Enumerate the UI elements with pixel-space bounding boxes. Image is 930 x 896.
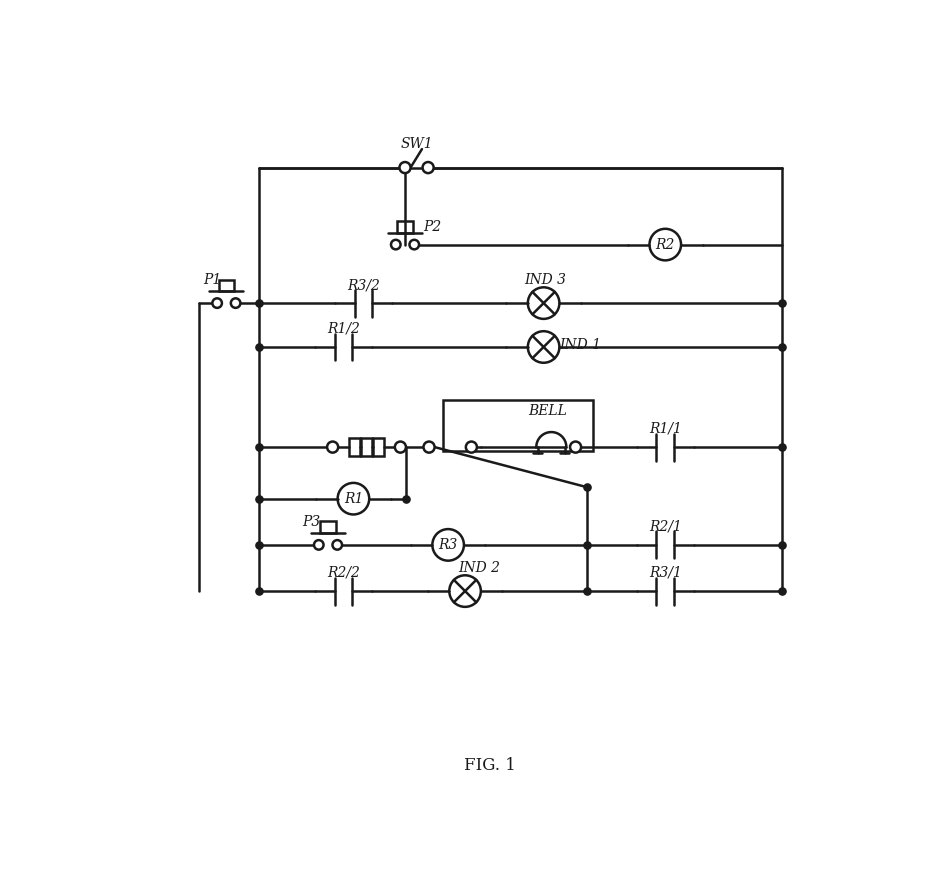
Circle shape <box>314 540 324 549</box>
Text: R2/1: R2/1 <box>649 520 682 534</box>
Text: R1/2: R1/2 <box>327 322 360 336</box>
Text: R1/1: R1/1 <box>649 422 682 436</box>
Text: P2: P2 <box>423 220 442 234</box>
Circle shape <box>409 240 419 249</box>
Circle shape <box>327 442 339 452</box>
Circle shape <box>212 298 222 308</box>
Bar <box>320 521 336 533</box>
Bar <box>397 221 413 233</box>
Text: IND 2: IND 2 <box>458 561 500 575</box>
Text: R3/2: R3/2 <box>347 278 379 292</box>
Bar <box>362 438 372 456</box>
Circle shape <box>333 540 342 549</box>
Text: P1: P1 <box>204 273 221 287</box>
Text: P3: P3 <box>302 515 320 529</box>
Text: FIG. 1: FIG. 1 <box>464 756 515 773</box>
Text: IND 1: IND 1 <box>559 339 601 352</box>
Bar <box>350 438 360 456</box>
Text: R3/1: R3/1 <box>649 566 682 580</box>
Text: IND 3: IND 3 <box>525 273 566 287</box>
Bar <box>219 280 234 291</box>
Bar <box>443 400 593 451</box>
Circle shape <box>400 162 410 173</box>
Text: BELL: BELL <box>528 403 567 418</box>
Text: R1: R1 <box>344 492 363 505</box>
Circle shape <box>466 442 477 452</box>
Circle shape <box>422 162 433 173</box>
Text: R2/2: R2/2 <box>327 566 360 580</box>
Bar <box>373 438 384 456</box>
Circle shape <box>391 240 401 249</box>
Text: R2: R2 <box>656 237 675 252</box>
Text: SW1: SW1 <box>400 137 432 151</box>
Circle shape <box>570 442 581 452</box>
Circle shape <box>423 442 434 452</box>
Circle shape <box>395 442 405 452</box>
Circle shape <box>231 298 240 308</box>
Text: R3: R3 <box>438 538 458 552</box>
